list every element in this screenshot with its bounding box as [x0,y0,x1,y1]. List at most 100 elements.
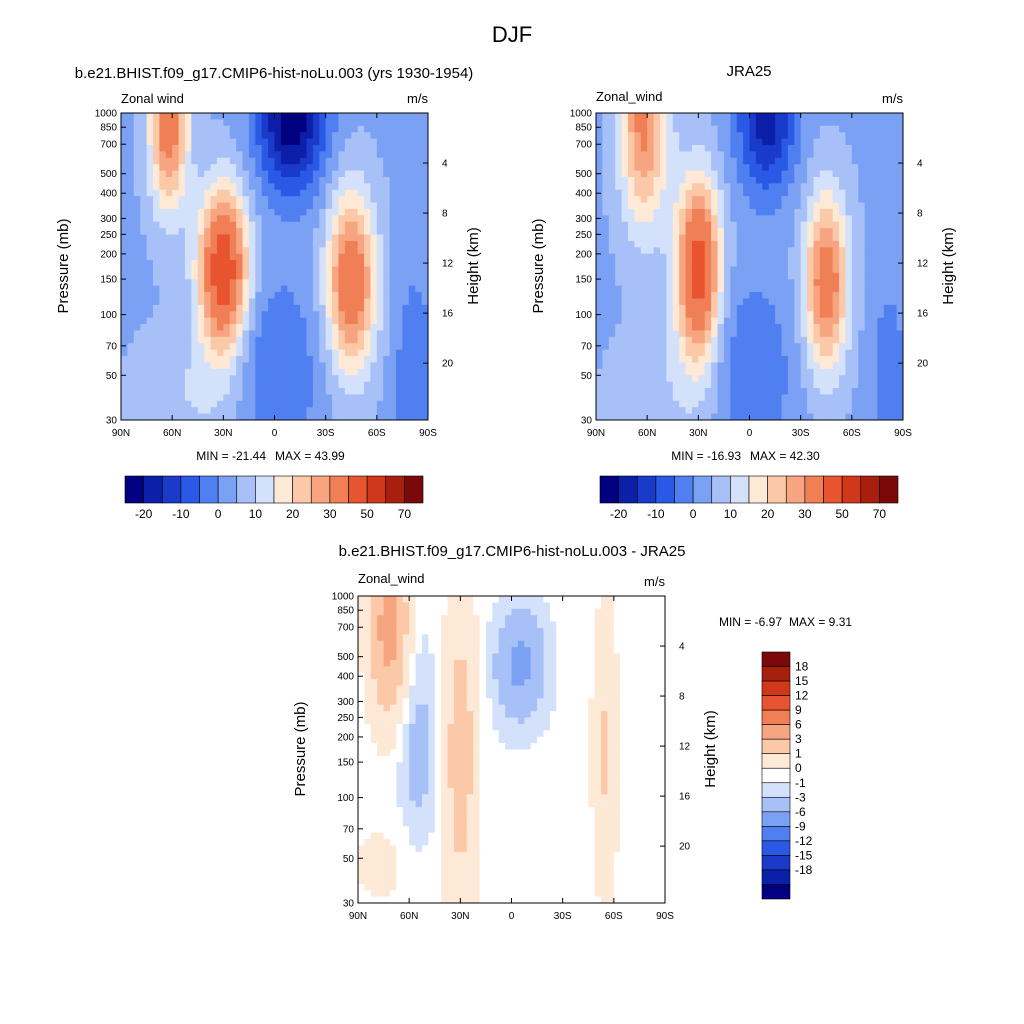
contour-cell [396,400,404,408]
contour-cell [736,407,744,415]
contour-cell [172,240,180,248]
contour-cell [261,202,269,210]
colorbar-swatch [366,475,387,504]
contour-cell [293,202,301,210]
contour-cell [396,285,404,293]
contour-cell [711,285,719,293]
contour-cell [608,311,616,319]
contour-cell [191,176,199,184]
contour-cell [602,215,610,223]
contour-cell [370,266,378,274]
contour-cell [178,272,186,280]
contour-cell [615,125,623,133]
contour-cell [871,138,879,146]
contour-cell [704,272,712,280]
contour-cell [896,388,903,396]
contour-cell [717,247,725,255]
contour-cell [191,330,199,338]
contour-cell [332,208,340,216]
contour-cell [890,240,898,248]
contour-cell [851,151,859,159]
contour-cell [730,330,738,338]
contour-cell [255,125,263,133]
contour-cell [415,608,423,616]
contour-cell [672,202,680,210]
contour-cell [293,208,301,216]
contour-cell [242,164,250,172]
contour-cell [659,285,667,293]
contour-cell [216,394,224,402]
contour-cell [704,266,712,274]
contour-cell [621,375,629,383]
contour-cell [236,407,244,415]
contour-cell [332,151,340,159]
contour-cell [807,113,815,120]
contour-cell [883,336,891,344]
contour-cell [351,119,359,127]
contour-cell [794,151,802,159]
contour-cell [370,247,378,255]
contour-cell [434,615,442,623]
contour-cell [396,388,404,396]
contour-cell [743,388,751,396]
contour-cell [140,196,148,204]
colorbar-swatch [785,475,806,504]
contour-cell [248,285,256,293]
contour-cell [293,304,301,312]
contour-cell [312,285,320,293]
contour-cell [794,119,802,127]
contour-cell [730,407,738,415]
contour-cell [127,356,135,364]
contour-cell [602,292,610,300]
contour-cell [364,343,372,351]
contour-cell [268,324,276,332]
contour-cell [370,221,378,229]
contour-cell [268,304,276,312]
contour-cell [204,381,212,389]
contour-cell [191,317,199,325]
contour-cell [396,362,404,370]
contour-cell [659,119,667,127]
contour-cell [743,375,751,383]
contour-cell [685,388,693,396]
y-tick-label: 400 [100,189,117,200]
contour-cell [364,375,372,383]
contour-cell [640,292,648,300]
contour-cell [376,311,384,319]
contour-cell [634,279,642,287]
contour-cell [325,196,333,204]
contour-cell [383,266,391,274]
contour-cell [530,608,538,616]
contour-cell [223,266,231,274]
contour-cell [261,208,269,216]
contour-cell [210,221,218,229]
contour-cell [832,298,840,306]
contour-cell [408,208,416,216]
contour-cell [357,362,365,370]
contour-cell [819,407,827,415]
contour-cell [415,407,423,415]
contour-cell [287,125,295,133]
contour-cell [647,151,655,159]
contour-cell [261,388,269,396]
contour-cell [749,208,757,216]
contour-cell [640,132,648,140]
contour-cell [607,602,615,610]
contour-cell [364,176,372,184]
contour-cell [274,285,282,293]
contour-cell [666,247,674,255]
contour-cell [223,400,231,408]
contour-cell [813,157,821,165]
contour-cell [268,183,276,191]
contour-cell [441,602,449,610]
contour-cell [248,388,256,396]
contour-cell [730,362,738,370]
contour-cell [204,113,212,120]
contour-cell [332,247,340,255]
contour-cell [698,362,706,370]
contour-cell [768,375,776,383]
contour-cell [691,151,699,159]
contour-cell [370,388,378,396]
contour-cell [197,113,205,120]
contour-cell [647,362,655,370]
